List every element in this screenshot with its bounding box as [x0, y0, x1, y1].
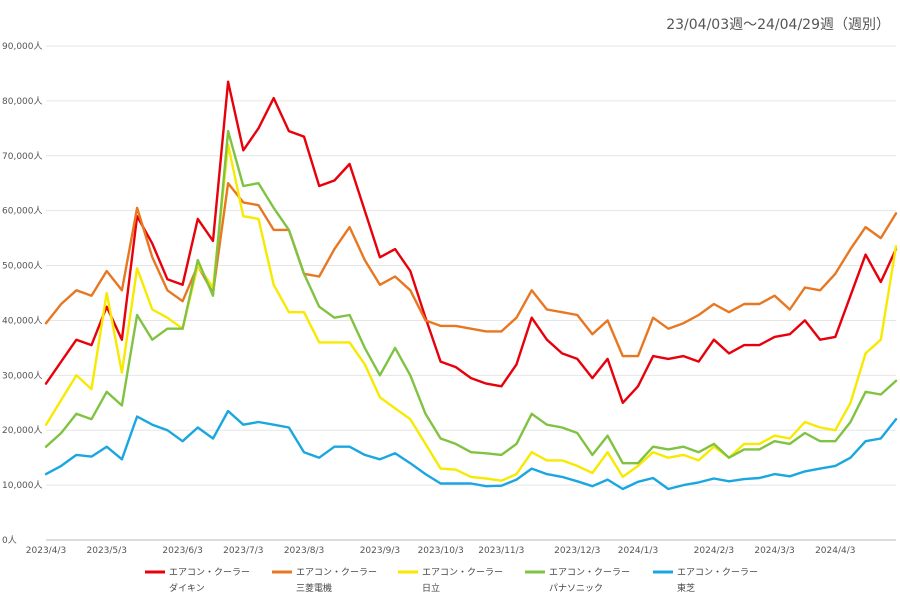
- x-tick-label: 2023/12/3: [554, 546, 600, 556]
- legend-label: エアコン・クーラー: [677, 567, 758, 578]
- y-tick-label: 10,000人: [2, 480, 43, 491]
- x-axis-tick-labels: 2023/4/3 2023/5/3 2023/6/3 2023/7/3 2023/8/3…: [26, 546, 856, 556]
- x-tick-label: 2024/3/3: [754, 546, 794, 556]
- x-tick-label: 2023/4/3: [26, 546, 66, 556]
- x-tick-label: 2023/7/3: [223, 546, 263, 556]
- legend: エアコン・クーラーダイキンエアコン・クーラー三菱電機エアコン・クーラー日立エアコ…: [145, 567, 758, 594]
- x-tick-label: 2023/5/3: [87, 546, 127, 556]
- grid-lines: [46, 45, 896, 541]
- legend-label: エアコン・クーラー: [169, 567, 250, 578]
- legend-label: エアコン・クーラー: [549, 567, 630, 578]
- x-tick-label: 2023/9/3: [360, 546, 400, 556]
- legend-label-brand: 三菱電機: [296, 582, 332, 594]
- y-tick-label: 0人: [2, 535, 17, 546]
- series-line-1: [44, 181, 898, 358]
- y-tick-label: 80,000人: [2, 96, 43, 107]
- legend-label: エアコン・クーラー: [296, 567, 377, 578]
- legend-label-brand: ダイキン: [169, 582, 205, 594]
- series-line-0: [44, 80, 898, 404]
- y-tick-label: 20,000人: [2, 425, 43, 436]
- y-tick-label: 90,000人: [2, 41, 43, 52]
- x-tick-label: 2024/4/3: [815, 546, 855, 556]
- y-tick-label: 60,000人: [2, 206, 43, 217]
- y-tick-label: 40,000人: [2, 315, 43, 326]
- y-tick-label: 30,000人: [2, 370, 43, 381]
- y-tick-label: 50,000人: [2, 261, 43, 272]
- x-tick-label: 2023/10/3: [418, 546, 464, 556]
- x-tick-label: 2024/1/3: [618, 546, 658, 556]
- legend-label-brand: 東芝: [677, 582, 695, 594]
- series-line-3: [44, 129, 898, 465]
- y-tick-label: 70,000人: [2, 151, 43, 162]
- x-tick-label: 2023/6/3: [162, 546, 202, 556]
- legend-label-brand: パナソニック: [549, 583, 603, 594]
- series-lines: [44, 80, 898, 491]
- period-label: 23/04/03週〜24/04/29週（週別）: [666, 17, 890, 33]
- x-tick-label: 2024/2/3: [694, 546, 734, 556]
- y-axis-tick-labels: 0人 10,000人 20,000人 30,000人 40,000人 50,000人 60,…: [2, 41, 43, 546]
- series-line-4: [44, 409, 898, 491]
- x-tick-label: 2023/8/3: [284, 546, 324, 556]
- x-tick-label: 2023/11/3: [478, 546, 524, 556]
- legend-label: エアコン・クーラー: [422, 567, 503, 578]
- legend-label-brand: 日立: [422, 582, 440, 594]
